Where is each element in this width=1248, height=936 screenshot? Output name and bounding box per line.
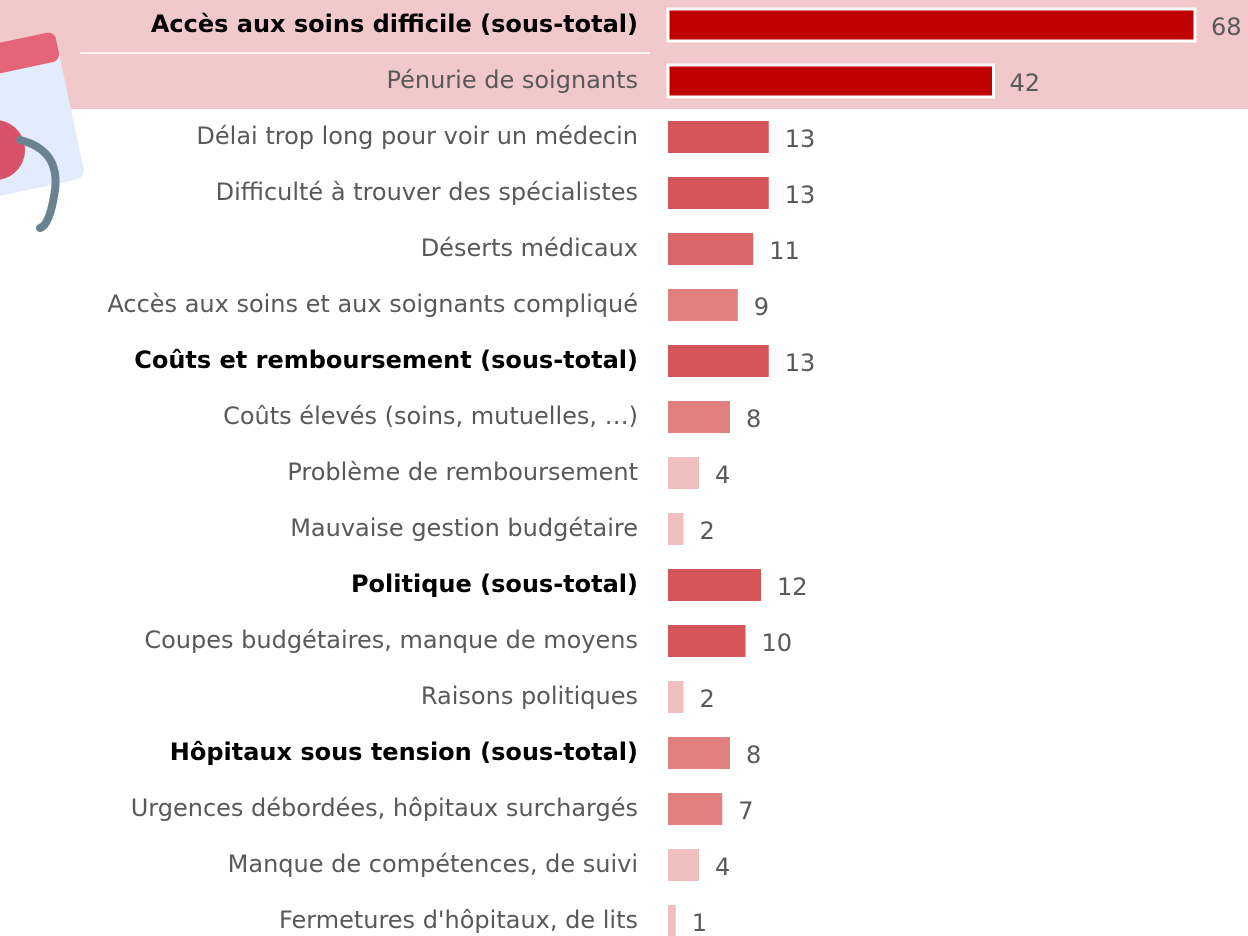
value-label: 2: [700, 517, 715, 545]
bar: [668, 569, 761, 601]
value-label: 10: [762, 629, 793, 657]
value-label: 13: [785, 349, 816, 377]
category-label: Difficulté à trouver des spécialistes: [216, 178, 638, 206]
bar: [668, 513, 684, 545]
value-label: 8: [746, 405, 761, 433]
value-label: 7: [738, 797, 753, 825]
value-label: 68: [1211, 13, 1242, 41]
category-label: Hôpitaux sous tension (sous-total): [170, 738, 638, 766]
bar: [668, 905, 676, 936]
bar: [668, 737, 730, 769]
bar: [668, 401, 730, 433]
category-label: Déserts médicaux: [421, 234, 638, 262]
bar: [668, 849, 699, 881]
category-label: Coûts et remboursement (sous-total): [134, 346, 638, 374]
bar: [668, 681, 684, 713]
category-label: Coûts élevés (soins, mutuelles, …): [223, 402, 638, 430]
category-label: Manque de compétences, de suivi: [228, 850, 638, 878]
category-label: Politique (sous-total): [351, 570, 638, 598]
value-label: 9: [754, 293, 769, 321]
category-label: Délai trop long pour voir un médecin: [196, 122, 638, 150]
value-label: 11: [769, 237, 800, 265]
value-label: 12: [777, 573, 808, 601]
bar: [668, 233, 754, 265]
bar: [668, 345, 769, 377]
bar: [666, 63, 995, 99]
category-label: Accès aux soins difficile (sous-total): [151, 10, 638, 38]
category-label: Urgences débordées, hôpitaux surchargés: [131, 794, 638, 822]
value-label: 13: [785, 181, 816, 209]
category-label: Problème de remboursement: [287, 458, 638, 486]
value-label: 4: [715, 461, 730, 489]
value-label: 42: [1010, 69, 1041, 97]
category-label: Accès aux soins et aux soignants compliq…: [107, 290, 638, 318]
bar: [668, 177, 769, 209]
bar: [668, 289, 738, 321]
category-label: Pénurie de soignants: [387, 66, 639, 94]
value-label: 4: [715, 853, 730, 881]
illustration: [0, 32, 84, 232]
bar: [668, 121, 769, 153]
category-label: Coupes budgétaires, manque de moyens: [144, 626, 638, 654]
category-label: Mauvaise gestion budgétaire: [290, 514, 638, 542]
bar: [668, 457, 699, 489]
value-label: 1: [692, 909, 707, 936]
category-label: Fermetures d'hôpitaux, de lits: [279, 906, 638, 934]
value-label: 13: [785, 125, 816, 153]
value-label: 8: [746, 741, 761, 769]
bar: [668, 625, 746, 657]
bar: [668, 793, 723, 825]
category-label: Raisons politiques: [421, 682, 638, 710]
bar: [666, 7, 1197, 43]
value-label: 2: [700, 685, 715, 713]
